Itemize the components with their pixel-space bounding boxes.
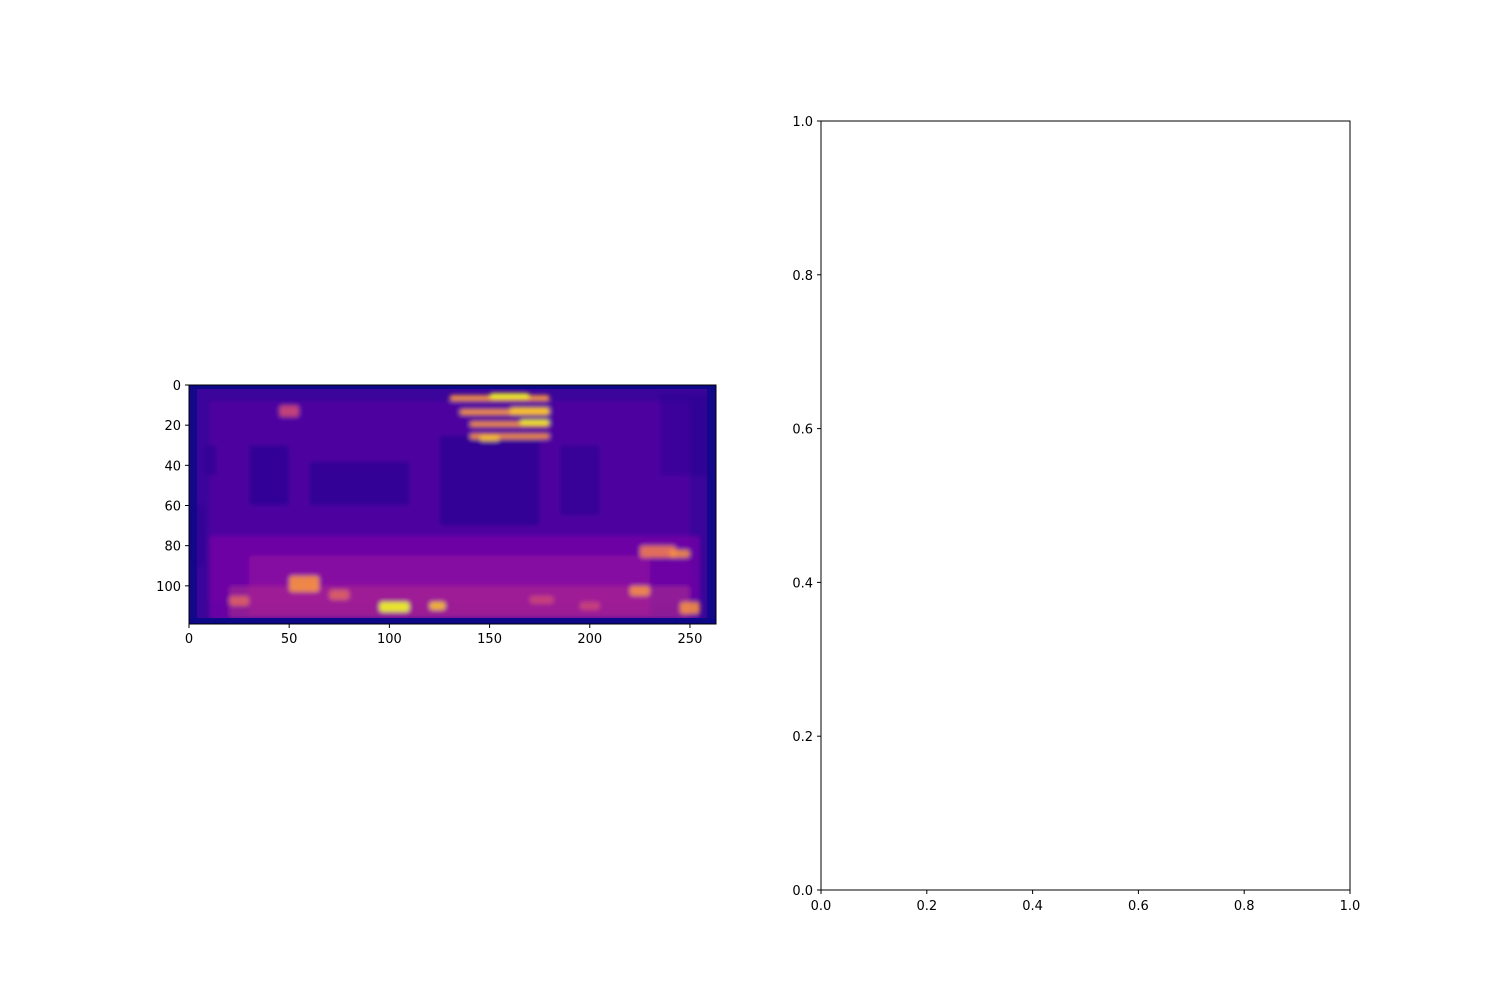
heatmap-image [189, 385, 716, 624]
empty-axes: 0.0 0.2 0.4 0.6 0.8 1.0 0.0 0.2 0.4 0.6 0.8 1.0 [792, 115, 1360, 914]
heatmap-patch [639, 545, 676, 558]
heatmap-y-tick-label: 100 [156, 580, 181, 595]
empty-x-tick-label: 1.0 [1340, 899, 1361, 914]
heatmap-patch [439, 435, 540, 526]
empty-y-tick-label: 0.0 [792, 884, 813, 899]
heatmap-left-frame [189, 385, 197, 624]
empty-x-ticks: 0.0 0.2 0.4 0.6 0.8 1.0 [811, 890, 1361, 914]
empty-y-tick-label: 0.8 [792, 269, 813, 284]
heatmap-x-tick-label: 150 [477, 632, 502, 647]
heatmap-patch [379, 601, 410, 612]
heatmap-x-tick-label: 200 [577, 632, 602, 647]
heatmap-blobs [189, 393, 710, 620]
heatmap-x-tick-label: 100 [377, 632, 402, 647]
heatmap-patch [509, 407, 550, 416]
heatmap-patch [679, 601, 700, 614]
heatmap-y-tick-label: 80 [164, 540, 181, 555]
heatmap-patch [329, 589, 350, 600]
heatmap-x-tick-label: 250 [678, 632, 703, 647]
heatmap-frame [188, 384, 717, 625]
empty-y-tick-label: 0.4 [792, 576, 813, 591]
heatmap-patch [205, 445, 218, 476]
heatmap-y-tick-label: 20 [164, 419, 181, 434]
heatmap-patch [529, 595, 554, 604]
empty-y-tick-label: 0.6 [792, 423, 813, 438]
heatmap-patch [479, 435, 500, 442]
empty-x-tick-label: 0.8 [1234, 899, 1255, 914]
heatmap-patch [309, 461, 410, 506]
heatmap-x-tick-label: 0 [185, 632, 193, 647]
heatmap-patch [519, 419, 550, 426]
heatmap-top-frame [189, 385, 716, 389]
empty-x-tick-label: 0.6 [1128, 899, 1149, 914]
empty-x-tick-label: 0.0 [811, 899, 832, 914]
heatmap-y-tick-label: 40 [164, 459, 181, 474]
heatmap-x-ticks: 0 50 100 150 200 250 [185, 624, 703, 647]
heatmap-patch [289, 575, 320, 592]
heatmap-right-frame [707, 385, 716, 624]
heatmap-patch [429, 601, 446, 610]
heatmap-patch [659, 395, 710, 476]
heatmap-patch [489, 393, 530, 400]
heatmap-patch [559, 445, 600, 516]
heatmap-axes: 0 50 100 150 200 250 0 20 40 60 80 100 [156, 379, 717, 647]
empty-axes-frame [820, 120, 1351, 891]
heatmap-patch [229, 595, 250, 606]
heatmap-y-tick-label: 0 [173, 379, 181, 394]
empty-y-tick-label: 0.2 [792, 730, 813, 745]
empty-x-tick-label: 0.2 [916, 899, 937, 914]
heatmap-y-tick-label: 60 [164, 500, 181, 515]
empty-y-ticks: 0.0 0.2 0.4 0.6 0.8 1.0 [792, 115, 821, 899]
heatmap-patch [629, 585, 650, 596]
heatmap-patch [579, 601, 600, 610]
heatmap-patch [669, 549, 690, 558]
empty-x-tick-label: 0.4 [1022, 899, 1043, 914]
empty-y-tick-label: 1.0 [792, 115, 813, 130]
heatmap-patch [279, 405, 300, 418]
heatmap-bottom-frame [189, 618, 716, 624]
heatmap-patch [249, 445, 290, 506]
heatmap-y-ticks: 0 20 40 60 80 100 [156, 379, 189, 595]
heatmap-x-tick-label: 50 [281, 632, 298, 647]
